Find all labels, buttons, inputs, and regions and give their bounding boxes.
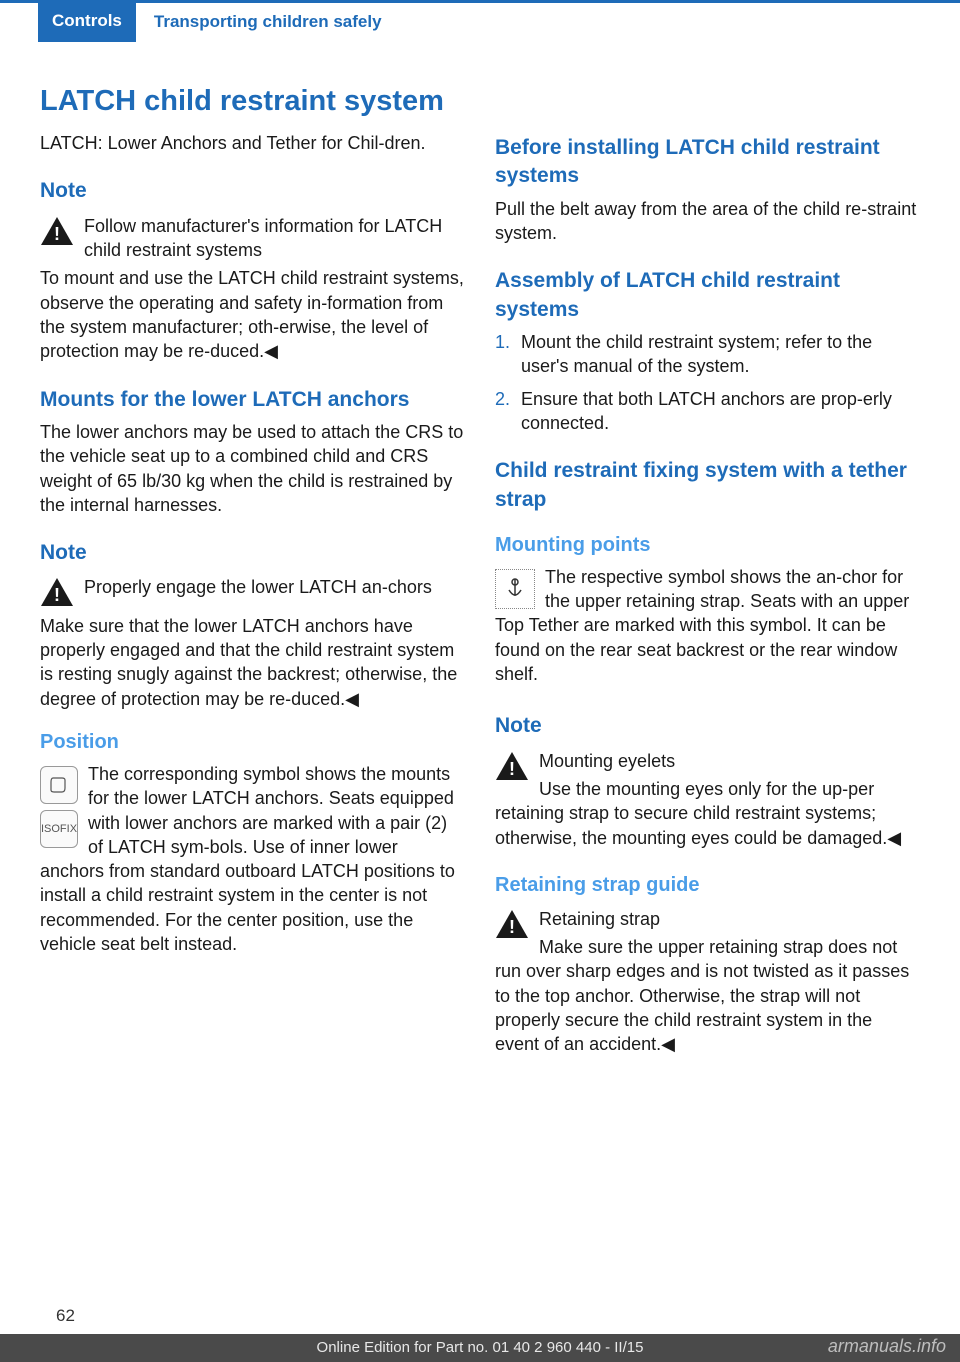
page-title: LATCH child restraint system (40, 82, 465, 121)
note-2-body: Make sure that the lower LATCH anchors h… (40, 614, 465, 711)
note-block-3: ! Mounting eyelets Use the mounting eyes… (495, 749, 920, 854)
right-column: Before installing LATCH child restraint … (495, 82, 920, 1061)
note-block-2: ! Properly engage the lower LATCH an‐cho… (40, 575, 465, 613)
watermark: armanuals.info (828, 1334, 946, 1358)
header-bar: Controls Transporting children safely (0, 0, 960, 42)
heading-mounts: Mounts for the lower LATCH anchors (40, 386, 465, 414)
note-block-1: ! Follow manufacturer's information for … (40, 214, 465, 267)
warning-icon: ! (495, 751, 529, 787)
warning-icon: ! (40, 577, 74, 613)
svg-text:!: ! (54, 224, 60, 244)
note-heading-1: Note (40, 177, 465, 205)
svg-text:!: ! (509, 917, 515, 937)
heading-tether: Child restraint fixing system with a tet… (495, 457, 920, 514)
latch-seat-icon (40, 766, 78, 804)
tab-transporting: Transporting children safely (154, 11, 382, 34)
note-3-title: Mounting eyelets (495, 749, 920, 773)
mounts-body: The lower anchors may be used to attach … (40, 420, 465, 517)
heading-strap-guide: Retaining strap guide (495, 872, 920, 899)
intro-text: LATCH: Lower Anchors and Tether for Chil… (40, 131, 465, 155)
mounting-block: The respective symbol shows the an‐chor … (495, 565, 920, 690)
page-number: 62 (56, 1305, 75, 1328)
anchor-icon (495, 569, 535, 609)
assembly-list: 1.Mount the child restraint system; refe… (495, 330, 920, 435)
note-3-body: Use the mounting eyes only for the up‐pe… (495, 777, 920, 850)
svg-text:!: ! (54, 585, 60, 605)
heading-assembly: Assembly of LATCH child restraint system… (495, 267, 920, 324)
heading-mounting-points: Mounting points (495, 532, 920, 559)
heading-before-install: Before installing LATCH child restraint … (495, 134, 920, 191)
warning-icon: ! (495, 909, 529, 945)
list-number: 2. (495, 387, 521, 436)
before-body: Pull the belt away from the area of the … (495, 197, 920, 246)
list-number: 1. (495, 330, 521, 379)
position-block: ISOFIX The corresponding symbol shows th… (40, 762, 465, 960)
footer-line: Online Edition for Part no. 01 40 2 960 … (317, 1338, 644, 1358)
note-2-title: Properly engage the lower LATCH an‐chors (40, 575, 465, 599)
list-item: 2.Ensure that both LATCH anchors are pro… (495, 387, 920, 436)
footer-bar: Online Edition for Part no. 01 40 2 960 … (0, 1334, 960, 1362)
step-2: Ensure that both LATCH anchors are prop‐… (521, 387, 920, 436)
content-area: LATCH child restraint system LATCH: Lowe… (0, 42, 960, 1061)
note-4-body: Make sure the upper retaining strap does… (495, 935, 920, 1056)
note-heading-3: Note (495, 712, 920, 740)
list-item: 1.Mount the child restraint system; refe… (495, 330, 920, 379)
latch-symbol-stack: ISOFIX (40, 766, 78, 854)
isofix-label: ISOFIX (41, 822, 77, 837)
tab-controls: Controls (38, 0, 136, 42)
left-column: LATCH child restraint system LATCH: Lowe… (40, 82, 465, 1061)
note-block-4: ! Retaining strap Make sure the upper re… (495, 907, 920, 1061)
heading-position: Position (40, 729, 465, 756)
step-1: Mount the child restraint system; refer … (521, 330, 920, 379)
note-1-body: To mount and use the LATCH child restrai… (40, 266, 465, 363)
svg-text:!: ! (509, 759, 515, 779)
position-body: The corresponding symbol shows the mount… (40, 762, 465, 956)
note-4-title: Retaining strap (495, 907, 920, 931)
note-heading-2: Note (40, 539, 465, 567)
note-1-title: Follow manufacturer's information for LA… (40, 214, 465, 263)
warning-icon: ! (40, 216, 74, 252)
isofix-icon: ISOFIX (40, 810, 78, 848)
mounting-body: The respective symbol shows the an‐chor … (495, 565, 920, 686)
footer: 62 Online Edition for Part no. 01 40 2 9… (0, 1312, 960, 1362)
